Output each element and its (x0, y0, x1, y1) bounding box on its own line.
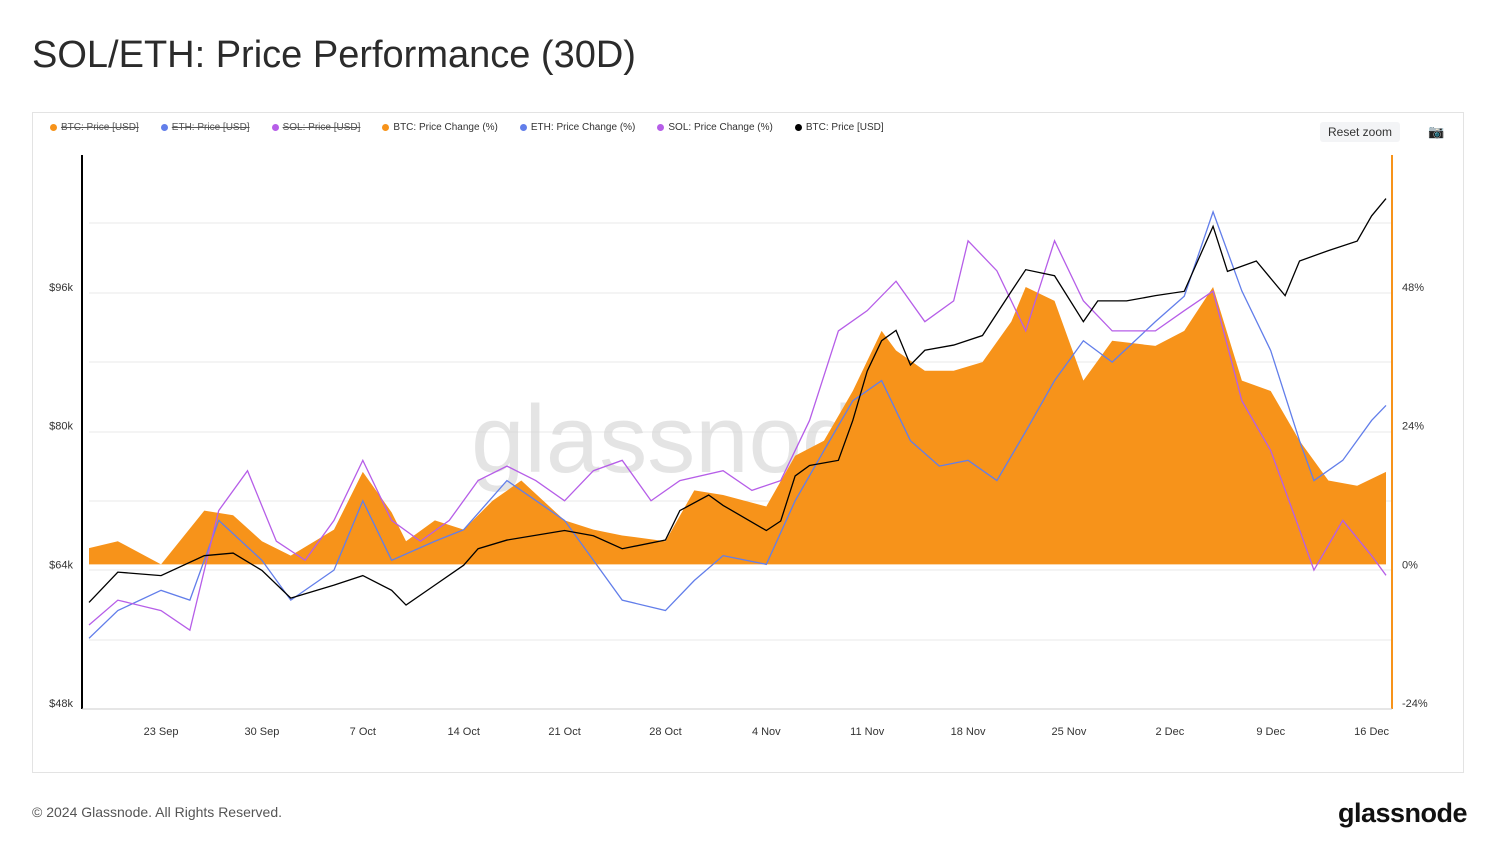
x-tick-label: 7 Oct (350, 726, 376, 738)
chart-card (32, 112, 1464, 773)
legend-marker (160, 124, 168, 131)
legend-item[interactable]: ETH: Price Change (%) (519, 122, 636, 133)
x-tick-label: 11 Nov (850, 726, 885, 738)
x-tick-label: 16 Dec (1354, 726, 1389, 738)
legend-label: BTC: Price Change (%) (393, 122, 498, 133)
page-title: SOL/ETH: Price Performance (30D) (32, 34, 636, 76)
legend-label: ETH: Price Change (%) (530, 122, 636, 133)
camera-icon[interactable]: 📷 (1428, 124, 1445, 139)
series-area-btc-price-change (89, 287, 1386, 565)
right-tick-label: 48% (1402, 282, 1424, 294)
legend-marker (657, 124, 665, 131)
glassnode-logo: glassnode (1338, 798, 1468, 828)
legend-marker (794, 124, 802, 131)
legend-marker (519, 124, 527, 131)
legend-label: BTC: Price [USD] (805, 122, 884, 133)
x-tick-label: 21 Oct (548, 726, 580, 738)
left-tick-label: $80k (49, 421, 73, 433)
legend-item[interactable]: BTC: Price [USD] (50, 122, 139, 133)
left-tick-label: $96k (49, 282, 73, 294)
right-tick-label: -24% (1402, 698, 1428, 710)
x-tick-label: 4 Nov (752, 726, 781, 738)
x-tick-label: 23 Sep (144, 726, 179, 738)
left-tick-label: $64k (49, 559, 73, 571)
legend-item[interactable]: ETH: Price [USD] (160, 122, 250, 133)
x-tick-label: 14 Oct (447, 726, 479, 738)
legend-marker (271, 124, 279, 131)
legend-label: BTC: Price [USD] (61, 122, 139, 133)
left-tick-label: $48k (49, 698, 73, 710)
legend-item[interactable]: SOL: Price [USD] (271, 122, 361, 133)
legend-item[interactable]: SOL: Price Change (%) (657, 122, 773, 133)
x-tick-label: 25 Nov (1052, 726, 1087, 738)
x-tick-label: 2 Dec (1155, 726, 1184, 738)
right-tick-label: 0% (1402, 559, 1418, 571)
x-tick-label: 30 Sep (244, 726, 279, 738)
legend-marker (382, 124, 390, 131)
legend-marker (50, 124, 57, 131)
legend-item[interactable]: BTC: Price [USD] (794, 122, 884, 133)
series-line-2 (88, 239, 1387, 632)
series-line-3 (88, 198, 1387, 606)
x-tick-label: 9 Dec (1256, 726, 1285, 738)
x-tick-label: 28 Oct (649, 726, 681, 738)
copyright: © 2024 Glassnode. All Rights Reserved. (32, 804, 283, 820)
legend-label: ETH: Price [USD] (171, 122, 250, 133)
right-tick-label: 24% (1402, 421, 1424, 433)
legend-label: SOL: Price [USD] (282, 122, 361, 133)
x-tick-label: 18 Nov (951, 726, 986, 738)
legend-label: SOL: Price Change (%) (668, 122, 773, 133)
series-line-1 (88, 209, 1387, 639)
reset-zoom-button[interactable]: Reset zoom (1320, 122, 1401, 142)
legend-item[interactable]: BTC: Price Change (%) (382, 122, 498, 133)
legend: BTC: Price [USD] ETH: Price [USD] SOL: Pri… (50, 122, 884, 133)
